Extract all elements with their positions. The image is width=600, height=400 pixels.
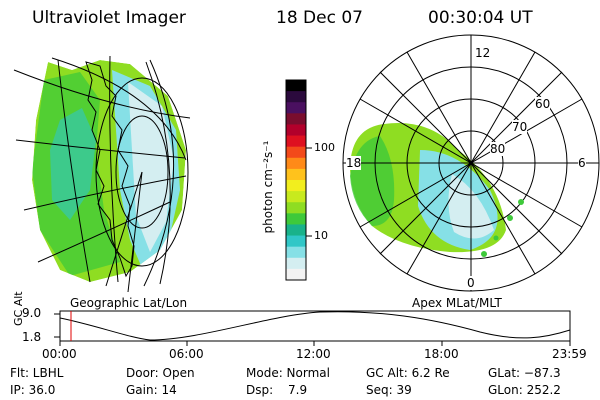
colorbar-segment xyxy=(286,246,306,259)
date: 18 Dec 07 xyxy=(276,8,363,28)
mlt-label-12: 12 xyxy=(475,46,491,60)
title: Ultraviolet Imager xyxy=(32,8,186,28)
filter-info: Flt: LBHL xyxy=(10,366,64,380)
aurora-teal-patch xyxy=(50,108,96,220)
alt-xtick-2359: 23:59 xyxy=(552,347,587,361)
colorbar-segment xyxy=(286,202,306,214)
colorbar-segment xyxy=(286,135,306,148)
alt-xtick-0000: 00:00 xyxy=(42,347,77,361)
polar-aurora-dots xyxy=(481,199,524,257)
ip-info: IP: 36.0 xyxy=(10,383,56,397)
colorbar-segment xyxy=(286,257,306,270)
colorbar-segment xyxy=(286,224,306,237)
mlt-label-18: 18 xyxy=(346,156,362,170)
colorbar-segment xyxy=(286,146,306,159)
colorbar-segment xyxy=(286,113,306,125)
lat-label-60: 60 xyxy=(535,97,551,111)
aurora-pale-band xyxy=(128,82,174,252)
gc-alt-info: GC Alt: 6.2 Re xyxy=(366,366,450,380)
mode-info: Mode: Normal xyxy=(246,366,330,380)
colorbar-segment xyxy=(286,180,306,192)
alt-xtick-0600: 06:00 xyxy=(169,347,204,361)
colorbar-segment xyxy=(286,168,306,181)
alt-ytick-1-8: 1.8 xyxy=(22,330,42,344)
colorbar-segment xyxy=(286,213,306,225)
colorbar-segment xyxy=(286,124,306,137)
glat-info: GLat: −87.3 xyxy=(488,366,561,380)
colorbar-segment xyxy=(286,91,306,103)
lat-label-70: 70 xyxy=(512,120,528,134)
colorbar-segment xyxy=(286,191,306,203)
mlt-label-6: 6 xyxy=(578,156,586,170)
colorbar-segment xyxy=(286,80,306,92)
colorbar-segment xyxy=(286,102,306,114)
polar-panel-label: Apex MLat/MLT xyxy=(412,296,502,310)
colorbar-segment xyxy=(286,268,306,281)
dsp-value: 7.9 xyxy=(288,383,308,397)
colorbar-tick-100: 100 xyxy=(314,141,335,154)
colorbar-segment xyxy=(286,235,306,248)
mlt-label-0: 0 xyxy=(467,276,475,290)
coastline xyxy=(85,61,135,278)
geo-panel-label: Geographic Lat/Lon xyxy=(70,296,188,310)
dsp-label: Dsp: xyxy=(246,383,274,397)
seq-info: Seq: 39 xyxy=(366,383,412,397)
alt-xtick-1800: 18:00 xyxy=(424,347,459,361)
glon-info: GLon: 252.2 xyxy=(488,383,561,397)
alt-xtick-1200: 12:00 xyxy=(296,347,331,361)
gain-info: Gain: 14 xyxy=(126,383,177,397)
colorbar-tick-10: 10 xyxy=(314,229,328,242)
altitude-curve xyxy=(59,311,571,341)
colorbar-segment xyxy=(286,157,306,170)
lat-label-80: 80 xyxy=(490,142,506,156)
time: 00:30:04 UT xyxy=(428,8,533,28)
door-info: Door: Open xyxy=(126,366,195,380)
alt-ytick-9: 9.0 xyxy=(22,306,42,320)
